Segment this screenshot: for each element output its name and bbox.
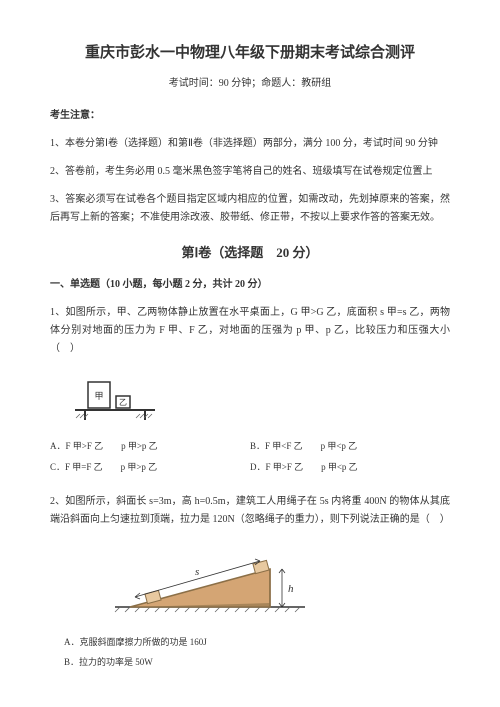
label-h: h [288, 583, 294, 595]
option-a: A．克服斜面摩擦力所做的功是 160J [50, 634, 450, 650]
notice-item: 3、答案必须写在试卷各个题目指定区域内相应的位置，如需改动，先划掉原来的答案，然… [50, 191, 450, 227]
notice-item: 2、答卷前，考生务必用 0.5 毫米黑色签字笔将自己的姓名、班级填写在试卷规定位… [50, 163, 450, 181]
option-b: B．F 甲<F 乙 p 甲<p 乙 [250, 438, 450, 454]
label-s: s [195, 566, 199, 578]
box-label-yi: 乙 [119, 398, 127, 407]
question-1-text: 1、如图所示，甲、乙两物体静止放置在水平桌面上，G 甲>G 乙，底面积 s 甲=… [50, 304, 450, 358]
notice-item: 1、本卷分第Ⅰ卷（选择题）和第Ⅱ卷（非选择题）两部分，满分 100 分，考试时间… [50, 135, 450, 153]
question-1-options: A．F 甲>F 乙 p 甲>p 乙 B．F 甲<F 乙 p 甲<p 乙 C．F … [50, 438, 450, 478]
exam-subtitle: 考试时间：90 分钟；命题人：教研组 [50, 75, 450, 93]
section-title: 第Ⅰ卷（选择题 20 分） [50, 241, 450, 264]
question-2-options: A．克服斜面摩擦力所做的功是 160J B．拉力的功率是 50W [50, 634, 450, 670]
subsection-title: 一、单选题（10 小题，每小题 2 分，共计 20 分） [50, 276, 450, 294]
notice-label: 考生注意： [50, 107, 450, 125]
question-1-figure: 甲 乙 [70, 368, 450, 430]
question-2-figure: s h [110, 539, 450, 626]
question-2-text: 2、如图所示，斜面长 s=3m，高 h=0.5m，建筑工人用绳子在 5s 内将重… [50, 493, 450, 529]
option-d: D．F 甲>F 乙 p 甲<p 乙 [250, 459, 450, 475]
option-c: C．F 甲=F 乙 p 甲>p 乙 [50, 459, 250, 475]
box-label-jia: 甲 [94, 391, 103, 401]
option-a: A．F 甲>F 乙 p 甲>p 乙 [50, 438, 250, 454]
page-title: 重庆市彭水一中物理八年级下册期末考试综合测评 [50, 40, 450, 67]
option-b: B．拉力的功率是 50W [50, 654, 450, 670]
